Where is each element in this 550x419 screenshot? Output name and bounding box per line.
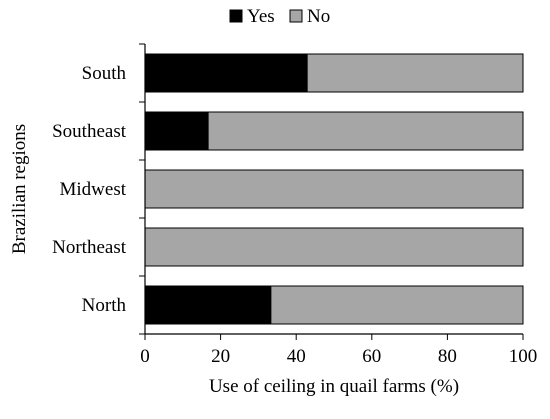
- y-tick-label: Northeast: [52, 237, 127, 258]
- x-tick-labels: 0 20 40 60 80 100: [140, 334, 537, 367]
- y-tick-label: South: [82, 63, 127, 84]
- x-tick-label: 80: [438, 346, 457, 367]
- legend: Yes No: [229, 6, 330, 27]
- y-tick-labels: South Southeast Midwest Northeast North: [52, 43, 145, 335]
- x-tick-label: 40: [287, 346, 306, 367]
- bar-no-south: [306, 53, 524, 93]
- x-tick-label: 20: [211, 346, 230, 367]
- y-tick-label: North: [82, 295, 127, 316]
- bar-yes-south: [144, 53, 308, 93]
- legend-label-no: No: [307, 6, 330, 27]
- bar-no-northeast: [144, 227, 524, 267]
- bar-no-midwest: [144, 169, 524, 209]
- x-axis-label: Use of ceiling in quail farms (%): [209, 376, 459, 397]
- legend-swatch-no: [289, 9, 303, 23]
- bar-yes-north: [144, 285, 272, 325]
- axes: [144, 44, 523, 335]
- bar-no-southeast: [207, 111, 524, 151]
- x-tick-label: 100: [509, 346, 538, 367]
- y-tick-label: Midwest: [60, 179, 127, 200]
- bars: [144, 53, 524, 325]
- x-tick-label: 60: [362, 346, 381, 367]
- x-tick-label: 0: [140, 346, 150, 367]
- y-tick-label: Southeast: [52, 121, 127, 142]
- bar-yes-southeast: [144, 111, 209, 151]
- legend-label-yes: Yes: [247, 6, 275, 27]
- y-axis-label: Brazilian regions: [9, 124, 30, 254]
- bar-no-north: [270, 285, 524, 325]
- legend-swatch-yes: [229, 9, 243, 23]
